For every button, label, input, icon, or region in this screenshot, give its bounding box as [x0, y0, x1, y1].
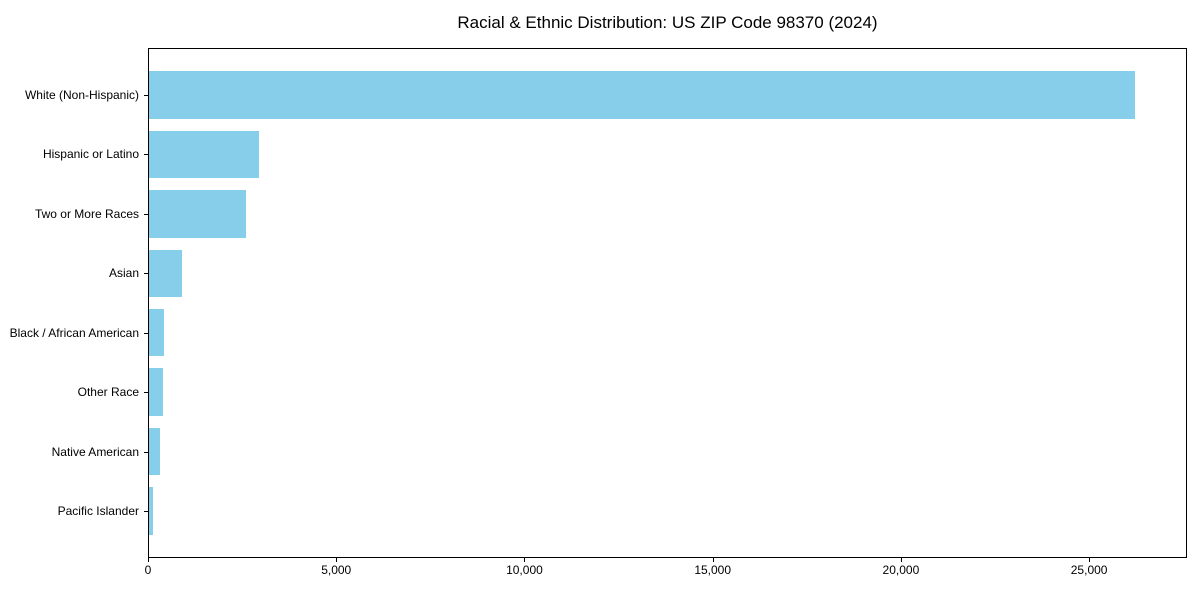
y-tick-mark [144, 273, 148, 275]
y-tick-mark [144, 392, 148, 394]
x-tick-label: 20,000 [882, 563, 920, 577]
plot-area [148, 48, 1187, 558]
x-tick-label: 15,000 [694, 563, 732, 577]
bar [149, 130, 259, 179]
bar [149, 249, 183, 298]
x-tick-mark [336, 558, 338, 562]
y-tick-label: Black / African American [9, 325, 139, 340]
x-tick-label: 10,000 [506, 563, 543, 577]
y-tick-mark [144, 451, 148, 453]
y-tick-mark [144, 511, 148, 513]
x-tick-mark [712, 558, 714, 562]
y-tick-label: White (Non-Hispanic) [24, 87, 139, 102]
bar [149, 190, 246, 238]
x-tick-label: 0 [144, 563, 152, 577]
y-tick-mark [144, 94, 148, 96]
y-tick-label: Native American [51, 444, 139, 459]
y-tick-mark [144, 154, 148, 156]
y-tick-mark [144, 213, 148, 215]
y-tick-mark [144, 332, 148, 334]
bar [149, 71, 1136, 119]
x-tick-mark [524, 558, 526, 562]
y-tick-label: Pacific Islander [57, 504, 139, 519]
bar [149, 368, 163, 416]
x-tick-label: 25,000 [1070, 563, 1108, 577]
x-tick-mark [900, 558, 902, 562]
y-tick-label: Asian [108, 266, 139, 281]
y-tick-label: Hispanic or Latino [42, 147, 139, 162]
bar [149, 308, 165, 357]
chart-title: Racial & Ethnic Distribution: US ZIP Cod… [457, 13, 878, 32]
x-tick-mark [1089, 558, 1091, 562]
bar [149, 487, 154, 535]
x-tick-label: 5,000 [321, 563, 352, 577]
y-tick-label: Two or More Races [34, 206, 139, 221]
x-tick-mark [148, 558, 149, 562]
y-tick-label: Other Race [77, 385, 139, 400]
bar [149, 427, 160, 476]
